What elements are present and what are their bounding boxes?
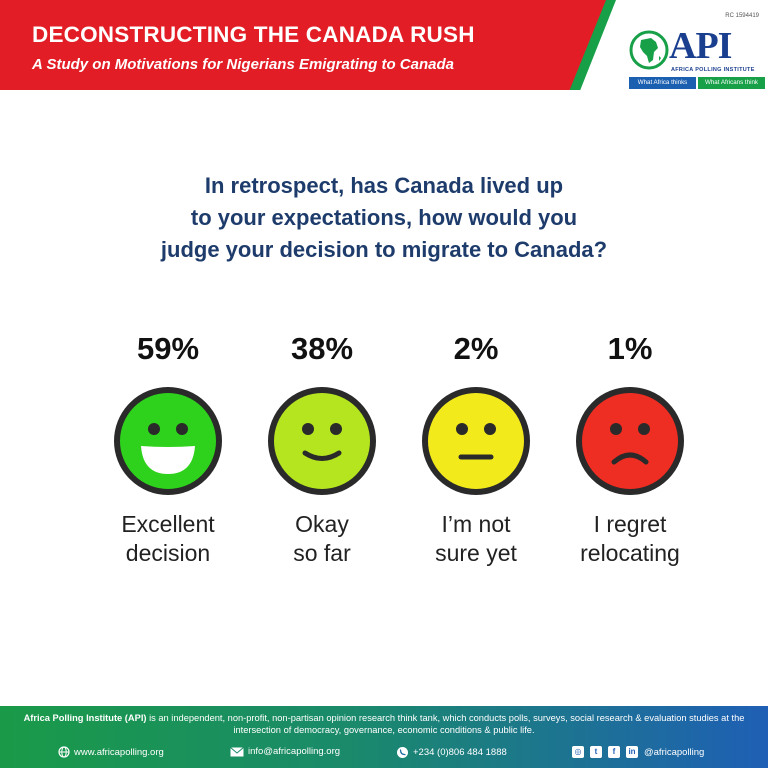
- answer-label: I regret relocating: [580, 511, 680, 566]
- africa-globe-icon: [629, 30, 669, 70]
- logo-tagline-left: What Africa thinks: [629, 77, 696, 89]
- answer-label: Excellent decision: [121, 511, 215, 566]
- answer-percent: 59%: [136, 331, 200, 366]
- logo-mark: API: [669, 25, 732, 67]
- question-line: to your expectations, how would you: [190, 205, 578, 230]
- logo-name: AFRICA POLLING INSTITUTE: [671, 67, 755, 73]
- phone-number[interactable]: +234 (0)806 484 1888: [413, 747, 507, 758]
- answer-label: I’m not sure yet: [435, 511, 517, 566]
- footer: Africa Polling Institute (API) is an ind…: [0, 706, 768, 768]
- footer-description: Africa Polling Institute (API) is an ind…: [10, 712, 758, 736]
- email-link[interactable]: info@africapolling.org: [248, 746, 341, 757]
- footer-phone[interactable]: +234 (0)806 484 1888: [396, 746, 507, 759]
- answer-option-okay: 38% Okay so far: [252, 328, 392, 568]
- twitter-icon[interactable]: t: [590, 746, 602, 758]
- website-link[interactable]: www.africapolling.org: [74, 746, 164, 758]
- rc-number: RC 1594419: [725, 13, 759, 19]
- instagram-icon[interactable]: ◎: [572, 746, 584, 758]
- smile-face-icon: [268, 387, 376, 495]
- linkedin-icon[interactable]: in: [626, 746, 638, 758]
- big-smile-face-icon: [114, 387, 222, 495]
- logo-tagline-right: What Africans think: [698, 77, 765, 89]
- footer-org-name: Africa Polling Institute (API): [23, 713, 147, 723]
- answer-percent: 38%: [290, 331, 354, 366]
- social-handle[interactable]: @africapolling: [644, 746, 705, 758]
- footer-social[interactable]: ◎ t f in @africapolling: [572, 746, 704, 758]
- footer-website[interactable]: www.africapolling.org: [58, 746, 164, 758]
- mail-icon: [230, 746, 244, 756]
- answer-option-excellent: 59% Excellent decision: [98, 328, 238, 568]
- header-banner: [0, 0, 606, 90]
- footer-description-text: is an independent, non-profit, non-parti…: [146, 713, 745, 735]
- page-subtitle: A Study on Motivations for Nigerians Emi…: [32, 56, 454, 73]
- answer-label: Okay so far: [293, 511, 351, 566]
- footer-email[interactable]: info@africapolling.org: [230, 746, 340, 757]
- question-line: In retrospect, has Canada lived up: [204, 173, 564, 198]
- answer-option-regret: 1% I regret relocating: [560, 328, 700, 568]
- api-logo: RC 1594419 API AFRICA POLLING INSTITUTE …: [625, 10, 765, 92]
- answer-option-not-sure: 2% I’m not sure yet: [406, 328, 546, 568]
- page-title: DECONSTRUCTING THE CANADA RUSH: [32, 22, 475, 47]
- answer-percent: 2%: [453, 331, 499, 366]
- survey-question: In retrospect, has Canada lived up to yo…: [0, 170, 768, 266]
- neutral-face-icon: [422, 387, 530, 495]
- question-line: judge your decision to migrate to Canada…: [160, 237, 608, 262]
- globe-icon: [58, 746, 70, 758]
- facebook-icon[interactable]: f: [608, 746, 620, 758]
- whatsapp-icon: [397, 747, 408, 758]
- sad-face-icon: [576, 387, 684, 495]
- answer-percent: 1%: [607, 331, 653, 366]
